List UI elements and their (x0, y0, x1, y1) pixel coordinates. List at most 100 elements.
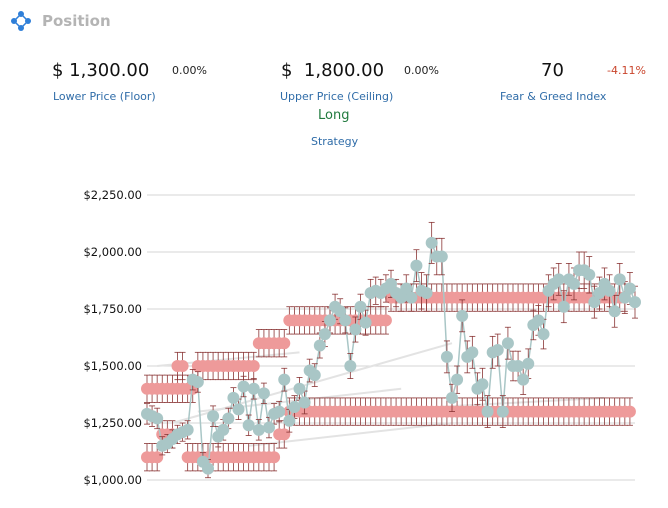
price-point (247, 382, 260, 395)
price-point (263, 421, 275, 434)
price-point (293, 382, 306, 395)
floor-change: 0.00% (172, 64, 207, 77)
ceiling-range-point (247, 360, 260, 372)
price-point (344, 360, 357, 372)
price-point (425, 236, 438, 249)
fear-greed-value: 70 (541, 60, 564, 81)
price-point (395, 291, 408, 304)
price-point (456, 309, 469, 322)
price-point (181, 423, 194, 436)
price-point (405, 291, 418, 304)
price-point (522, 357, 535, 370)
price-point (557, 300, 570, 313)
price-point (435, 250, 448, 263)
trend-line (172, 342, 453, 424)
price-point (191, 375, 204, 388)
price-point (532, 314, 545, 327)
price-point (207, 410, 220, 423)
price-point (237, 380, 250, 393)
price-point (501, 337, 514, 350)
price-point (537, 328, 550, 341)
price-point (440, 350, 453, 363)
price-point (202, 462, 214, 475)
price-point (339, 314, 352, 327)
price-point (298, 396, 311, 409)
price-point (517, 373, 530, 386)
price-point (476, 378, 489, 391)
price-point (583, 268, 596, 281)
panel-header: Position (8, 6, 111, 36)
floor-label[interactable]: Lower Price (Floor) (53, 90, 156, 103)
ceiling-range-point (151, 382, 164, 395)
y-tick-label: $1,250.00 (83, 416, 142, 430)
y-tick-label: $2,250.00 (83, 188, 142, 202)
price-point (496, 405, 509, 418)
price-point (324, 314, 336, 327)
price-point (227, 391, 240, 404)
ceiling-range-point (278, 337, 291, 350)
floor-range-point (151, 451, 164, 464)
price-point (466, 346, 479, 359)
strategy-value: Long (318, 108, 350, 123)
floor-stat: $ 1,300.00 0.00% Lower Price (Floor) (52, 60, 207, 103)
y-tick-label: $1,500.00 (83, 359, 142, 373)
price-point (613, 273, 626, 286)
price-point (232, 403, 245, 416)
price-point (252, 423, 265, 436)
price-point (354, 300, 367, 313)
price-point (242, 419, 255, 432)
price-point (273, 405, 286, 418)
price-point (420, 287, 433, 300)
price-point (151, 412, 164, 425)
ceiling-stat: $ 1,800.00 0.00% Upper Price (Ceiling) (280, 60, 439, 103)
price-point (568, 277, 580, 290)
price-point (334, 305, 347, 318)
price-point (385, 277, 397, 290)
fear-greed-label[interactable]: Fear & Greed Index (500, 90, 607, 103)
price-point (313, 339, 326, 352)
price-point (410, 259, 423, 272)
ceiling-value: $ 1,800.00 (281, 60, 385, 81)
price-point (308, 369, 321, 382)
price-point (257, 387, 270, 400)
floor-range-point (623, 405, 636, 418)
panel-title: Position (42, 12, 111, 30)
price-point (491, 344, 504, 357)
y-tick-label: $2,000.00 (83, 245, 142, 259)
network-nodes-icon (11, 11, 31, 31)
price-point (552, 273, 565, 286)
price-point (349, 323, 362, 336)
price-point (629, 296, 641, 309)
price-point (283, 414, 296, 427)
fear-greed-change: -4.11% (607, 64, 646, 77)
ceiling-label[interactable]: Upper Price (Ceiling) (280, 90, 394, 103)
price-point (588, 296, 601, 309)
price-point (318, 328, 331, 341)
floor-range-point (278, 428, 291, 441)
y-tick-label: $1,000.00 (83, 473, 142, 487)
floor-range-point (176, 360, 189, 372)
price-point (512, 360, 525, 372)
ceiling-change: 0.00% (404, 64, 439, 77)
ceiling-range-point (379, 314, 392, 327)
price-point (446, 391, 458, 404)
fear-greed-stat: 70 -4.11% Fear & Greed Index (500, 60, 646, 103)
trend-line (248, 422, 453, 447)
price-point (608, 305, 621, 318)
y-tick-label: $1,750.00 (83, 302, 142, 316)
strategy-label[interactable]: Strategy (311, 135, 359, 148)
price-point (603, 284, 616, 297)
position-chart: $1,000.00 $1,250.00 $1,500.00 $1,750.00 $2,0… (83, 188, 641, 487)
price-point (618, 291, 631, 304)
price-point (278, 373, 291, 386)
price-point (481, 405, 494, 418)
price-point (623, 282, 636, 295)
price-point (288, 401, 301, 414)
price-point (400, 282, 413, 295)
price-point (359, 316, 372, 329)
floor-value: $ 1,300.00 (52, 60, 150, 81)
price-point (451, 373, 464, 386)
price-point (222, 412, 235, 425)
price-point (217, 423, 230, 436)
price-point (593, 287, 606, 300)
